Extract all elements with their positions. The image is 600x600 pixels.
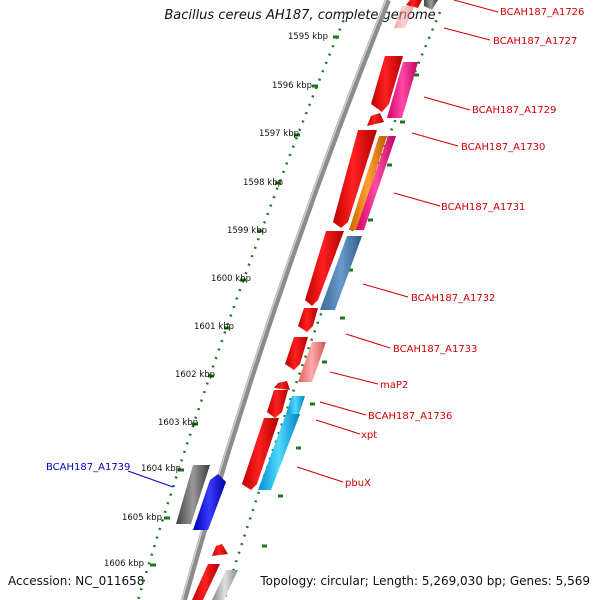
genome-stats-text: Topology: circular; Length: 5,269,030 bp… [260, 574, 590, 588]
gene-small-red-1 [367, 113, 384, 126]
gene-label-a1736: BCAH187_A1736 [368, 411, 452, 422]
gene-labels: BCAH187_A1726 BCAH187_A1727 BCAH187_A172… [46, 7, 584, 489]
accession-text: Accession: NC_011658 [8, 574, 145, 588]
gene-small-red-2 [274, 381, 290, 390]
gene-xpt [286, 396, 305, 414]
tick-label: 1596 kbp [272, 81, 312, 91]
gene-small-red-3 [212, 544, 228, 556]
map-title: Bacillus cereus AH187, complete genome [164, 8, 436, 23]
gene-a1739 [193, 474, 226, 530]
tick-label: 1597 kbp [259, 129, 299, 139]
gene-features [176, 0, 438, 600]
tick-label: 1605 kbp [122, 513, 162, 523]
tick-label: 1595 kbp [288, 32, 328, 42]
gene-red-1597 [333, 130, 377, 228]
tick-label: 1599 kbp [227, 226, 267, 236]
gene-label-a1726: BCAH187_A1726 [500, 7, 584, 18]
scale-dotted-line [136, 11, 349, 600]
label-leader-lines [127, 0, 499, 488]
gene-a1726 [424, 0, 438, 10]
gene-a1736 [267, 390, 288, 418]
gene-red-1606 [192, 564, 220, 600]
gene-red-1595 [371, 56, 403, 112]
gene-label-a1729: BCAH187_A1729 [472, 105, 556, 116]
tick-label: 1606 kbp [104, 559, 144, 569]
inner-ticks [262, 73, 419, 548]
gene-red-1604 [242, 418, 279, 490]
tick-label: 1602 kbp [175, 370, 215, 380]
tick-labels: 1595 kbp 1596 kbp 1597 kbp 1598 kbp 1599… [104, 32, 328, 569]
gene-pbux [258, 414, 300, 490]
gene-red-1600 [305, 231, 344, 306]
gene-a1731 [356, 136, 396, 230]
tick-label: 1603 kbp [158, 418, 198, 428]
gene-label-a1730: BCAH187_A1730 [461, 142, 545, 153]
gene-label-a1727: BCAH187_A1727 [493, 36, 577, 47]
gene-label-a1732: BCAH187_A1732 [411, 293, 495, 304]
tick-label: 1598 kbp [243, 178, 283, 188]
gene-label-a1731: BCAH187_A1731 [441, 202, 525, 213]
tick-label: 1601 kbp [194, 322, 234, 332]
gene-a1727 [394, 6, 414, 28]
gene-a1733 [298, 308, 318, 332]
gene-a1730-orange [349, 136, 387, 230]
gene-silver-1606 [212, 570, 238, 600]
gene-gray-1604 [176, 465, 210, 524]
gene-label-a1733: BCAH187_A1733 [393, 344, 477, 355]
tick-label: 1604 kbp [141, 464, 181, 474]
gene-label-a1739: BCAH187_A1739 [46, 462, 130, 473]
gene-label-xpt: xpt [361, 430, 377, 441]
gene-map2 [298, 342, 326, 382]
gene-label-pbux: pbuX [345, 478, 371, 489]
gene-a1729 [387, 62, 418, 118]
gene-label-map2: maP2 [380, 380, 408, 391]
tick-label: 1600 kbp [211, 274, 251, 284]
gene-a1732 [320, 236, 362, 310]
gene-red-1602 [285, 337, 308, 370]
scale-ticks [150, 35, 339, 567]
